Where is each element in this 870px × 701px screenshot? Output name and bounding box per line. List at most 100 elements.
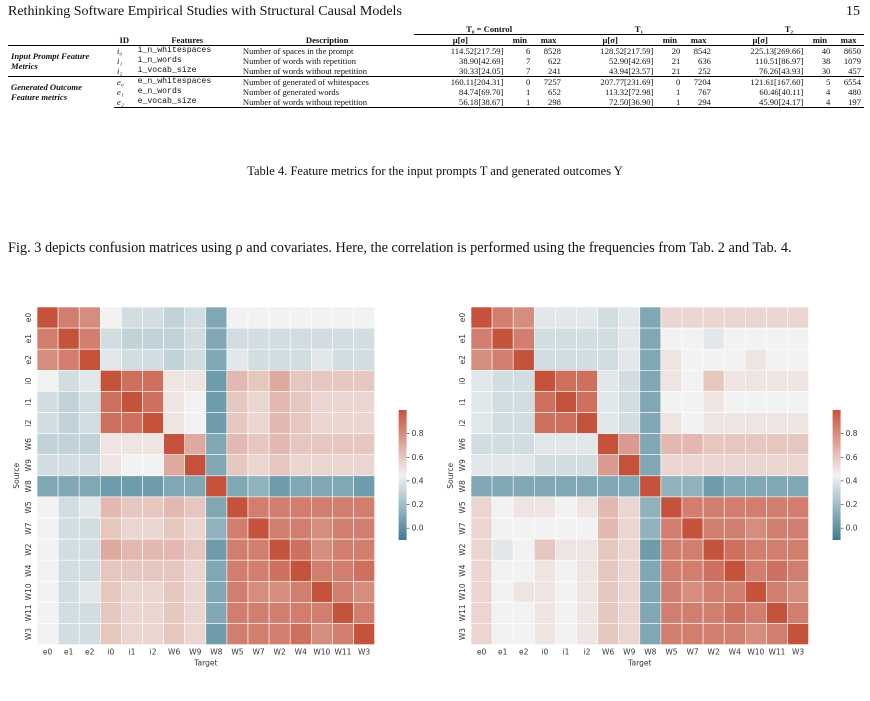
heatmap-cell [310,306,333,329]
heatmap-cell [512,538,535,561]
heatmap-cell [78,517,101,540]
stat-cell: 1 [656,97,684,108]
heatmap-cell [597,602,619,624]
heatmap-cell [660,454,683,477]
heatmap-cell [639,623,662,645]
heatmap-cell [618,454,641,477]
heatmap-cell [618,538,641,561]
heatmap-cell [100,559,122,582]
heatmap-cell [470,454,493,477]
heatmap-cell [660,517,683,540]
stat-cell: 60.46[40.11] [759,87,804,97]
table-row: Generated Outcome Feature metrics e₀ e_n_w… [8,76,864,108]
heatmap-cell [533,517,556,540]
heatmap-cell [702,348,725,371]
heatmap-cell [353,602,375,624]
y-tick-label: e1 [458,334,467,344]
x-tick-label: W7 [252,648,264,657]
heatmap-cell [121,517,143,540]
heatmap-cell [660,327,683,350]
heatmap-cell [289,580,312,603]
heatmap-cell [533,412,556,434]
table-row: ID Features Description μ[σ] min max μ[σ] min ma… [8,34,864,46]
heatmap-cell [353,623,375,645]
x-tick-label: W11 [768,648,785,657]
heatmap-cell [121,433,143,456]
heatmap-cell [512,602,535,624]
heatmap-cell [268,370,291,392]
heatmap-cell [702,327,725,350]
group-header: T₁ [563,24,714,35]
heatmap-cell [723,306,746,329]
heatmap-cell [289,623,312,645]
heatmap-cell [639,306,662,329]
heatmap-cell [533,602,556,624]
heatmap-cell [660,623,683,645]
heatmap-cell [787,538,809,561]
heatmap-cell [533,538,556,561]
heatmap-cell [744,602,767,624]
heatmap-cell [163,327,186,350]
heatmap-cell [205,580,228,603]
heatmap-cell [184,306,207,329]
heatmap-cell [57,623,80,645]
heatmap-cell [766,327,788,350]
cell: i_vocab_size [137,66,197,75]
heatmap-cell [268,454,291,477]
heatmap-cell [681,517,704,540]
heatmap-cell [184,370,207,392]
heatmap-cell [618,602,641,624]
heatmap-cell [618,496,641,519]
colorbar-tick-label: 0.2 [412,500,424,509]
heatmap-cell [723,496,746,519]
x-tick-label: W11 [334,648,351,657]
colorbar-tick-label: 0.6 [846,453,858,462]
stat-cell: 767 [698,87,711,97]
y-tick-label: W2 [458,543,467,555]
heatmap-cell [766,454,788,477]
heatmap-cell [702,623,725,645]
stat-cell: 30.33[24.05] [459,66,504,76]
y-tick-label: e2 [24,355,33,365]
heatmap-cell [205,370,228,392]
heatmap-cell [205,327,228,350]
heatmap-cell [310,496,333,519]
cell: Number of words without repetition [239,97,415,108]
heatmap-cell [702,412,725,434]
heatmap-cell [184,475,207,498]
stat-cell: 1 [525,87,531,97]
stat-cell: 121.61[167.60] [713,76,807,87]
heatmap-cell [766,538,788,561]
stat-cell: 128.52[217.59] [600,46,654,56]
heatmap-cell [491,623,514,645]
y-tick-label: W11 [24,604,33,621]
heatmap-cell [576,327,598,350]
heatmap-cell [332,517,354,540]
heatmap-cell [766,391,788,413]
heatmap-cell [268,517,291,540]
cell: i₁ [117,56,123,66]
stat-cell: 113.32[72.98] [605,87,654,97]
heatmap-cell [660,538,683,561]
stat-cell: 5 [806,76,834,87]
x-tick-label: W8 [210,648,222,657]
blank [8,24,114,35]
heatmap-cell [289,475,312,498]
heatmap-cell [332,602,354,624]
heatmap-cell [121,306,143,329]
stat-cell: 6554 [833,76,864,87]
cell: e_n_words [137,87,182,96]
x-tick-label: W2 [274,648,286,657]
x-tick-label: i0 [541,648,548,657]
heatmap-cell [247,454,270,477]
stat-cell: 0 [506,76,534,87]
cell: e₀ [114,76,135,87]
y-tick-label: e0 [458,313,467,323]
heatmap-cell [310,327,333,350]
heatmap-cell [597,538,619,561]
heatmap-cell [163,517,186,540]
heatmap-cell [100,602,122,624]
heatmap-cell [57,454,80,477]
heatmap-cell [470,602,493,624]
heatmap-cell [289,348,312,371]
